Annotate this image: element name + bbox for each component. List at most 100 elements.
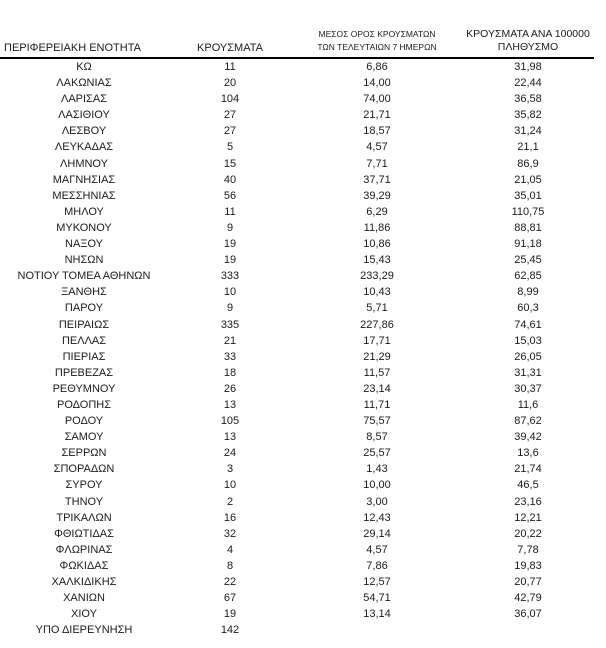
table-row: ΜΑΓΝΗΣΙΑΣ 40 37,71 21,05 [0, 172, 594, 188]
cell-region: ΞΑΝΘΗΣ [61, 286, 107, 299]
table-row: ΝΑΞΟΥ 19 10,86 91,18 [0, 236, 594, 252]
cell-cases: 335 [220, 318, 240, 331]
cell-cases: 67 [223, 592, 237, 605]
cell-cases: 333 [220, 270, 240, 283]
cell-region: ΠΕΛΛΑΣ [61, 334, 107, 347]
table-row: ΧΑΛΚΙΔΙΚΗΣ 22 12,57 20,77 [0, 574, 594, 590]
cell-region: ΧΙΟΥ [71, 608, 97, 621]
cell-avg7: 7,86 [366, 559, 388, 572]
table-row: ΥΠΟ ΔΙΕΡΕΥΝΗΣΗ 142 [0, 622, 594, 638]
cell-cases: 26 [223, 382, 237, 395]
cell-avg7: 4,57 [366, 543, 388, 556]
table-row: ΞΑΝΘΗΣ 10 10,43 8,99 [0, 284, 594, 300]
cell-avg7: 233,29 [360, 270, 394, 283]
table-row: ΜΗΛΟΥ 11 6,29 110,75 [0, 204, 594, 220]
cell-region: ΠΕΙΡΑΙΩΣ [58, 318, 110, 331]
cell-region: ΦΘΙΩΤΙΔΑΣ [54, 527, 114, 540]
header-7day-average-line2: ΤΩΝ ΤΕΛΕΥΤΑΙΩΝ 7 ΗΜΕΡΩΝ [317, 42, 437, 52]
cell-avg7: 37,71 [363, 173, 391, 186]
cell-per100k: 25,45 [514, 254, 542, 267]
cell-region: ΡΟΔΟΠΗΣ [56, 398, 112, 411]
cell-cases: 8 [226, 559, 234, 572]
cell-region: ΣΥΡΟΥ [65, 479, 103, 492]
cell-per100k: 20,22 [514, 527, 542, 540]
header-cases-per-100k-line1: ΚΡΟΥΣΜΑΤΑ ΑΝΑ 100000 [466, 28, 590, 40]
header-cases-per-100k-line2: ΠΛΗΘΥΣΜΟ [497, 41, 559, 53]
cell-cases: 21 [223, 334, 237, 347]
cell-region: ΡΟΔΟΥ [64, 415, 104, 428]
cell-cases: 9 [226, 221, 234, 234]
cell-per100k: 20,77 [514, 576, 542, 588]
cell-avg7: 29,14 [363, 527, 391, 540]
cell-per100k: 30,37 [514, 382, 542, 395]
cell-cases: 3 [226, 463, 234, 476]
cell-per100k: 22,44 [514, 77, 542, 90]
cell-cases: 27 [223, 125, 237, 138]
cell-cases: 5 [226, 141, 234, 154]
cell-region: ΝΑΞΟΥ [65, 238, 103, 251]
cell-region: ΛΑΡΙΣΑΣ [60, 93, 107, 106]
table-row: ΠΕΙΡΑΙΩΣ 335 227,86 74,61 [0, 317, 594, 333]
cell-avg7: 5,71 [366, 302, 388, 315]
cell-per100k: 7,78 [517, 543, 539, 556]
table-row: ΠΕΛΛΑΣ 21 17,71 15,03 [0, 333, 594, 349]
cell-per100k: 46,5 [517, 479, 539, 492]
cell-cases: 2 [226, 495, 234, 508]
table-row: ΜΕΣΣΗΝΙΑΣ 56 39,29 35,01 [0, 188, 594, 204]
header-region-unit: ΠΕΡΙΦΕΡΕΙΑΚΗ ΕΝΟΤΗΤΑ [0, 0, 168, 59]
cell-per100k: 21,1 [517, 141, 539, 154]
cell-region: ΜΥΚΟΝΟΥ [56, 221, 112, 234]
table-row: ΜΥΚΟΝΟΥ 9 11,86 88,81 [0, 220, 594, 236]
cell-cases: 13 [223, 398, 237, 411]
cell-cases: 9 [226, 302, 234, 315]
cell-region: ΣΕΡΡΩΝ [61, 447, 107, 460]
cell-avg7: 21,29 [363, 350, 391, 363]
cell-region: ΦΩΚΙΔΑΣ [59, 559, 109, 572]
cell-region: ΣΠΟΡΑΔΩΝ [53, 463, 115, 476]
table-header: ΠΕΡΙΦΕΡΕΙΑΚΗ ΕΝΟΤΗΤΑ ΚΡΟΥΣΜΑΤΑ ΜΕΣΟΣ ΟΡΟ… [0, 0, 594, 59]
header-7day-average: ΜΕΣΟΣ ΟΡΟΣ ΚΡΟΥΣΜΑΤΩΝ ΤΩΝ ΤΕΛΕΥΤΑΙΩΝ 7 Η… [292, 0, 462, 59]
table-row: ΛΗΜΝΟΥ 15 7,71 86,9 [0, 156, 594, 172]
cell-avg7: 3,00 [366, 495, 388, 508]
cell-per100k: 31,98 [514, 61, 542, 73]
cell-per100k: 35,01 [514, 189, 542, 202]
cell-region: ΣΑΜΟΥ [64, 431, 104, 444]
cell-avg7: 10,43 [363, 286, 391, 299]
table-row: ΚΩ 11 6,86 31,98 [0, 58, 594, 75]
cell-avg7: 75,57 [363, 415, 391, 428]
cell-per100k: 23,16 [514, 495, 542, 508]
cell-cases: 19 [223, 254, 237, 267]
cell-per100k: 91,18 [514, 238, 542, 251]
cell-avg7: 10,86 [363, 238, 391, 251]
cell-per100k: 12,21 [514, 511, 542, 524]
cell-per100k: 15,03 [514, 334, 542, 347]
cell-cases: 32 [223, 527, 237, 540]
cell-region: ΚΩ [76, 61, 92, 73]
cell-per100k: 35,82 [514, 109, 542, 122]
cell-avg7: 7,71 [366, 157, 388, 170]
cell-cases: 19 [223, 238, 237, 251]
table-row: ΤΗΝΟΥ 2 3,00 23,16 [0, 494, 594, 510]
cell-cases: 27 [223, 109, 237, 122]
table-row: ΠΑΡΟΥ 9 5,71 60,3 [0, 300, 594, 316]
table-row: ΦΛΩΡΙΝΑΣ 4 4,57 7,78 [0, 542, 594, 558]
cell-cases: 11 [224, 205, 236, 218]
cell-cases: 40 [223, 173, 237, 186]
cell-per100k: 21,74 [514, 463, 542, 476]
cell-region: ΛΗΜΝΟΥ [60, 157, 108, 170]
header-cases: ΚΡΟΥΣΜΑΤΑ [168, 0, 292, 59]
header-7day-average-line1: ΜΕΣΟΣ ΟΡΟΣ ΚΡΟΥΣΜΑΤΩΝ [318, 29, 436, 39]
table-row: ΡΕΘΥΜΝΟΥ 26 23,14 30,37 [0, 381, 594, 397]
cell-per100k: 110,75 [511, 205, 545, 218]
cell-cases: 10 [223, 286, 237, 299]
cell-per100k: 31,24 [514, 125, 542, 138]
table-row: ΡΟΔΟΥ 105 75,57 87,62 [0, 413, 594, 429]
table-row: ΧΑΝΙΩΝ 67 54,71 42,79 [0, 590, 594, 606]
cell-avg7: 1,43 [366, 463, 388, 476]
cell-region: ΜΗΛΟΥ [64, 205, 104, 218]
table-row: ΣΠΟΡΑΔΩΝ 3 1,43 21,74 [0, 461, 594, 477]
cell-avg7: 11,86 [363, 221, 391, 234]
table-row: ΣΥΡΟΥ 10 10,00 46,5 [0, 477, 594, 493]
cell-per100k: 8,99 [517, 286, 539, 299]
